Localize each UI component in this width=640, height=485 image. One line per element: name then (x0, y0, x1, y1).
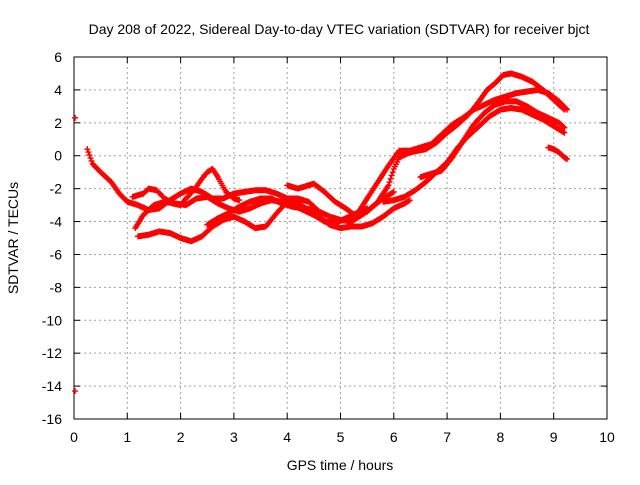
axes: 0 1 2 3 4 5 6 7 8 9 10 -16 -14 -12 -10 -8 -6 -4 -2 0 2 4 6 (42, 49, 615, 445)
x-tick-label: 5 (337, 429, 345, 445)
x-axis-label: GPS time / hours (287, 457, 394, 473)
series-track-5 (204, 195, 317, 228)
data-point (563, 105, 570, 112)
y-tick-label: -4 (50, 214, 63, 230)
x-tick-label: 7 (443, 429, 451, 445)
series-track-4 (129, 165, 243, 209)
series-track-9 (417, 98, 568, 181)
data-point (86, 152, 93, 159)
y-tick-label: -6 (50, 246, 63, 262)
data-point (88, 157, 95, 164)
data-point (85, 149, 92, 156)
data-point (310, 207, 317, 214)
y-tick-label: 4 (54, 82, 62, 98)
data-point (564, 156, 571, 163)
x-tick-label: 10 (599, 429, 615, 445)
y-tick-label: -10 (42, 312, 62, 328)
data-point (390, 188, 397, 195)
data-point (87, 155, 94, 162)
data-point (84, 146, 91, 153)
data-points (72, 70, 571, 395)
x-tick-label: 0 (70, 429, 78, 445)
data-point (385, 182, 392, 189)
data-point (560, 123, 567, 130)
x-tick-label: 1 (123, 429, 131, 445)
data-point (389, 169, 396, 176)
y-tick-label: 6 (54, 49, 62, 65)
x-tick-label: 6 (390, 429, 398, 445)
series-track-3 (134, 197, 413, 245)
y-tick-label: 2 (54, 115, 62, 131)
x-tick-label: 4 (283, 429, 291, 445)
data-point (236, 197, 243, 204)
data-point (72, 388, 79, 395)
series-isolated (72, 114, 79, 395)
y-axis-label: SDTVAR / TECUs (5, 182, 21, 294)
data-point (387, 175, 394, 182)
data-point (386, 179, 393, 186)
y-tick-label: -14 (42, 378, 62, 394)
y-tick-label: -2 (50, 181, 63, 197)
data-point (72, 114, 79, 121)
y-tick-label: 0 (54, 148, 62, 164)
y-tick-label: -16 (42, 411, 62, 427)
y-tick-label: -12 (42, 345, 62, 361)
x-tick-label: 9 (550, 429, 558, 445)
data-point (564, 106, 571, 113)
series-track-10 (545, 144, 571, 163)
x-tick-label: 8 (497, 429, 505, 445)
data-point (561, 124, 568, 131)
data-point (406, 197, 413, 204)
grid-lines (74, 57, 607, 419)
series-track-7 (353, 86, 571, 218)
x-tick-label: 3 (230, 429, 238, 445)
data-point (388, 172, 395, 179)
chart-title: Day 208 of 2022, Sidereal Day-to-day VTE… (89, 21, 590, 37)
x-tick-label: 2 (177, 429, 185, 445)
y-tick-label: -8 (50, 279, 63, 295)
